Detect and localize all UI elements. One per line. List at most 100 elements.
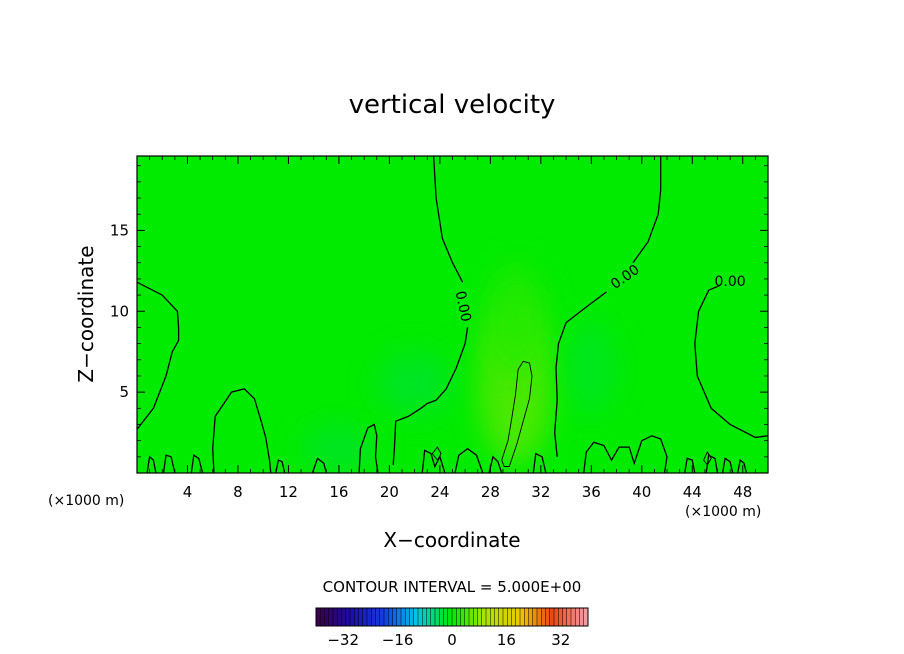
colorbar-swatch (413, 608, 419, 626)
contour-line-zero (488, 455, 503, 473)
colorbar-swatch (549, 608, 555, 626)
colorbar-swatch (562, 608, 568, 626)
colorbar-swatch (362, 608, 368, 626)
colorbar-swatch (583, 608, 589, 626)
colorbar-swatch (464, 608, 470, 626)
x-axis-label: X−coordinate (383, 528, 520, 552)
chart-title: vertical velocity (349, 90, 556, 120)
colorbar-swatch (435, 608, 440, 626)
colorbar-swatch (566, 608, 572, 626)
contour-line-zero (358, 423, 379, 473)
colorbar-swatch (473, 608, 478, 626)
contour-line-zero (432, 156, 464, 283)
colorbar-swatch (422, 608, 427, 626)
colorbar-swatch (358, 608, 364, 626)
colorbar-swatch (545, 608, 551, 626)
colorbar-frame (315, 607, 589, 627)
colorbar-swatch (388, 608, 393, 626)
field-blob (484, 262, 548, 376)
colorbar-swatch (324, 608, 330, 626)
colorbar-swatch (447, 608, 453, 626)
colorbar-ticks: −32 −16 0 16 32 (327, 631, 570, 649)
x-tick-label: 48 (733, 483, 752, 501)
x-tick-label: 36 (582, 483, 601, 501)
contour-line-zero (684, 457, 696, 473)
colorbar-tick-label: −16 (382, 631, 414, 649)
contour-lines (137, 156, 768, 473)
colorbar-swatch (503, 608, 508, 626)
colorbar-swatch (460, 608, 466, 626)
colorbar-swatch (494, 608, 500, 626)
colorbar (315, 607, 589, 627)
colorbar-swatch (345, 608, 351, 626)
x-tick-label: 40 (632, 483, 651, 501)
colorbar-swatch (481, 608, 487, 626)
contour-line-zero (212, 388, 272, 473)
colorbar-swatch (320, 608, 325, 626)
x-tick-label: 12 (279, 483, 298, 501)
colorbar-tick-label: 16 (497, 631, 516, 649)
contour-loop (703, 451, 712, 466)
colorbar-swatch (418, 608, 423, 626)
colorbar-tick-label: 32 (551, 631, 570, 649)
x-axis-unit-left: (×1000 m) (48, 493, 124, 509)
contour-line-zero (146, 455, 157, 473)
colorbar-swatch (405, 608, 410, 626)
x-axis-ticks: 4 8 12 16 20 24 28 32 36 40 44 48 (149, 156, 756, 501)
y-axis-ticks: 5 10 15 (110, 165, 768, 458)
colorbar-swatch (328, 608, 334, 626)
contour-line-zero (275, 459, 286, 473)
colorbar-swatch (541, 608, 546, 626)
colorbar-swatch (316, 608, 321, 626)
colorbar-swatch (498, 608, 504, 626)
field-background (137, 156, 768, 473)
colorbar-swatch (341, 608, 347, 626)
colorbar-swatch (554, 608, 559, 626)
colorbar-swatch (558, 608, 563, 626)
colorbar-swatch (371, 608, 376, 626)
x-tick-label: 28 (481, 483, 500, 501)
colorbar-swatch (337, 608, 342, 626)
contour-line-zero (162, 454, 176, 473)
colorbar-swatch (375, 608, 381, 626)
y-tick-label: 10 (110, 302, 129, 320)
colorbar-tick-label: −32 (327, 631, 359, 649)
contour-label: 0.00 (452, 289, 474, 323)
colorbar-swatch (537, 608, 542, 626)
x-tick-label: 32 (531, 483, 550, 501)
colorbar-swatch (511, 608, 517, 626)
contour-line-zero (694, 284, 768, 439)
colorbar-swatch (452, 608, 457, 626)
colorbar-swatch (367, 608, 372, 626)
field-blob (566, 319, 617, 417)
colorbar-swatch (579, 608, 585, 626)
y-tick-label: 5 (119, 383, 129, 401)
colorbar-swatch (333, 608, 338, 626)
x-tick-label: 24 (430, 483, 449, 501)
colorbar-swatch (571, 608, 576, 626)
contour-line-zero (454, 447, 484, 473)
contour-line-zero (532, 452, 547, 473)
contour-label: 0.00 (715, 274, 746, 290)
contour-line-zero (632, 156, 662, 264)
contour-interval-label: CONTOUR INTERVAL = 5.000E+00 (323, 578, 582, 596)
contour-loop (431, 446, 442, 461)
colorbar-swatch (409, 608, 415, 626)
contour-line-zero (554, 291, 607, 457)
contour-line-zero (583, 435, 668, 473)
colorbar-swatch (430, 608, 436, 626)
contour-line-zero (392, 327, 469, 465)
colorbar-swatch (350, 608, 355, 626)
colorbar-swatch (392, 608, 398, 626)
colorbar-swatch (507, 608, 512, 626)
colorbar-swatch (379, 608, 385, 626)
colorbar-swatch (384, 608, 389, 626)
colorbar-swatch (396, 608, 402, 626)
colorbar-swatch (426, 608, 432, 626)
contour-loop (501, 360, 533, 467)
colorbar-swatch (515, 608, 521, 626)
contour-line-zero (137, 281, 180, 430)
colorbar-swatch (490, 608, 495, 626)
colorbar-swatch (528, 608, 534, 626)
